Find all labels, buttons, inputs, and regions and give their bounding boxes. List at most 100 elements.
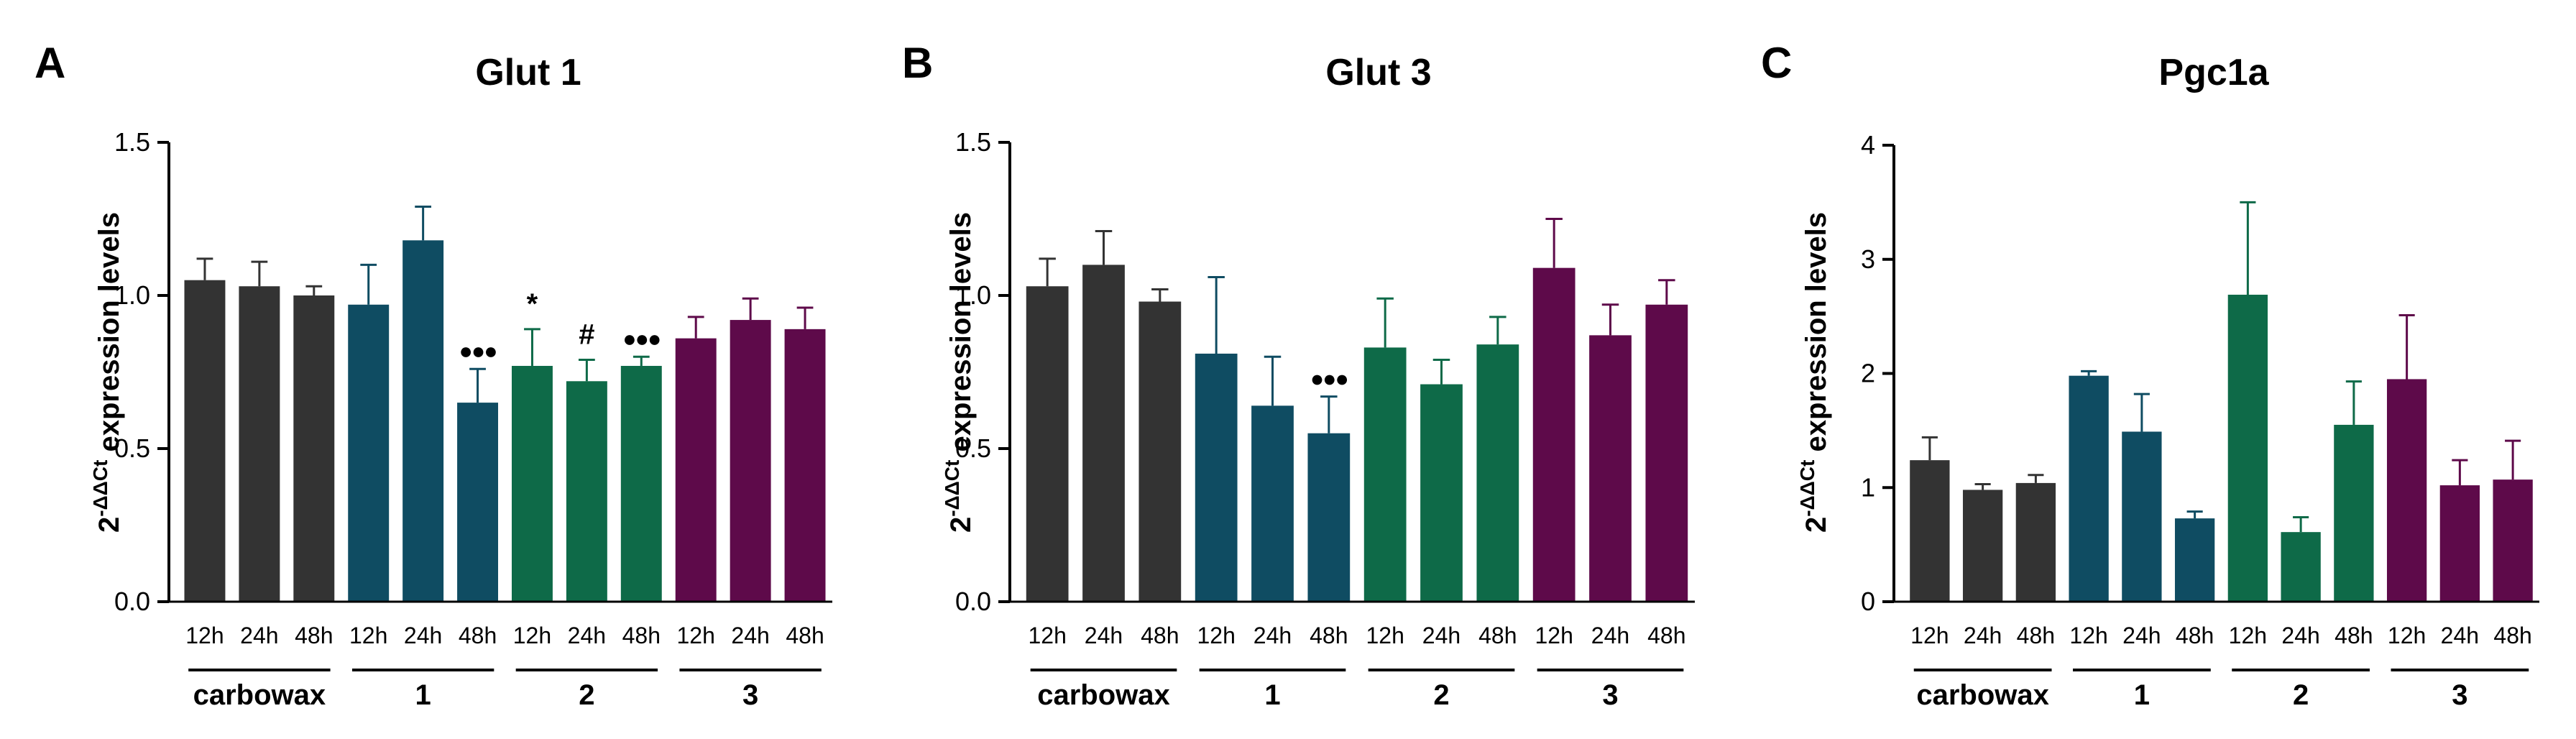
x-tick-label: 48h [2334, 623, 2373, 648]
bar [2493, 479, 2533, 602]
chart-title: Pgc1a [2158, 52, 2269, 93]
bar [2334, 424, 2374, 602]
bar [457, 403, 499, 602]
y-axis-label: 2-ΔΔCt expression levels [941, 212, 977, 533]
x-tick-label: 12h [1197, 623, 1235, 648]
significance-marker: # [579, 318, 594, 350]
x-tick-label: 12h [513, 623, 551, 648]
x-tick-label: 12h [2229, 623, 2267, 648]
bar [1138, 301, 1182, 602]
x-tick-label: 12h [185, 623, 224, 648]
bar [566, 381, 607, 602]
x-tick-label: 24h [1591, 623, 1629, 648]
group-label: 3 [2452, 679, 2467, 711]
bar [675, 338, 717, 602]
x-tick-label: 12h [677, 623, 715, 648]
x-tick-label: 24h [1085, 623, 1123, 648]
bar [1251, 405, 1294, 602]
x-tick-label: 24h [2441, 623, 2479, 648]
group-label: 1 [415, 679, 431, 711]
y-axis-label-base: 2 [93, 517, 125, 533]
significance-marker: ●●● [1310, 366, 1348, 392]
bar [1420, 384, 1463, 602]
y-axis-label-rest: expression levels [1800, 212, 1832, 460]
bar [293, 295, 335, 602]
x-tick-label: 48h [622, 623, 661, 648]
x-tick-label: 48h [1141, 623, 1179, 648]
bar [1307, 433, 1351, 602]
panel-b: B Glut 32-ΔΔCt expression levels0.00.51.0… [902, 39, 1695, 711]
bar [784, 329, 826, 602]
bar [2227, 294, 2268, 602]
y-axis-label-rest: expression levels [93, 212, 125, 460]
x-tick-label: 12h [1028, 623, 1066, 648]
x-tick-label: 12h [2388, 623, 2426, 648]
bar [1532, 267, 1576, 602]
bar [2386, 379, 2427, 602]
y-tick-label: 1.0 [955, 280, 991, 310]
bar [402, 240, 444, 602]
bar [511, 365, 553, 602]
x-tick-label: 24h [1254, 623, 1292, 648]
x-tick-label: 12h [2069, 623, 2107, 648]
group-label: 2 [2293, 679, 2309, 711]
bar [1363, 347, 1407, 602]
x-tick-label: 48h [295, 623, 333, 648]
y-tick-label: 2 [1861, 359, 1875, 388]
group-label: 3 [742, 679, 758, 711]
x-tick-label: 48h [1478, 623, 1517, 648]
bar [730, 320, 771, 602]
bar [184, 280, 226, 602]
x-tick-label: 48h [1647, 623, 1685, 648]
panel-letter: C [1761, 39, 1792, 87]
x-tick-label: 12h [1366, 623, 1404, 648]
y-tick-label: 0.5 [955, 433, 991, 463]
bar [2015, 482, 2056, 602]
panel-letter: A [34, 39, 65, 87]
bar [2281, 532, 2321, 602]
bar [348, 304, 390, 602]
bar [1026, 286, 1069, 602]
panel-c: C Pgc1a 2 -ΔΔCt expression levels 0 1 2 3 4 12h 24… [1761, 39, 2539, 711]
bar [2069, 375, 2109, 602]
y-tick-label: 4 [1861, 130, 1875, 160]
y-axis-label: 2-ΔΔCt expression levels [89, 212, 125, 533]
bar [1962, 490, 2003, 602]
significance-marker: * [527, 288, 538, 320]
y-tick-label: 0.0 [114, 587, 150, 616]
y-axis-label-sup: -ΔΔCt [1796, 460, 1818, 517]
bar [1082, 265, 1125, 602]
group-label: 2 [1433, 679, 1449, 711]
bar [620, 365, 662, 602]
x-tick-label: 48h [2493, 623, 2531, 648]
group-label: carbowax [193, 679, 326, 711]
bar [2439, 485, 2480, 602]
y-tick-label: 1.0 [114, 280, 150, 310]
group-label: 3 [1602, 679, 1618, 711]
y-tick-label: 1.5 [955, 127, 991, 157]
significance-marker: ●●● [459, 338, 497, 364]
x-tick-label: 12h [1535, 623, 1573, 648]
x-tick-label: 24h [1964, 623, 2002, 648]
y-tick-label: 1 [1861, 472, 1875, 502]
bar [1910, 460, 1950, 602]
y-tick-label: 1.5 [114, 127, 150, 157]
group-label: carbowax [1037, 679, 1170, 711]
bar [1645, 304, 1688, 602]
bar [239, 286, 280, 602]
x-tick-label: 24h [404, 623, 442, 648]
y-tick-label: 0 [1861, 587, 1875, 616]
panel-a: A Glut 12-ΔΔCt expression levels0.00.51.0… [34, 39, 832, 711]
y-axis-label-rest: expression levels [945, 212, 977, 460]
chart-title: Glut 3 [1325, 52, 1431, 93]
y-axis-label-sup: -ΔΔCt [941, 460, 963, 517]
x-tick-label: 48h [786, 623, 824, 648]
x-tick-label: 12h [349, 623, 387, 648]
x-tick-label: 48h [459, 623, 497, 648]
y-axis-label-sup: -ΔΔCt [89, 460, 111, 517]
x-tick-label: 48h [1310, 623, 1348, 648]
significance-marker: ●●● [622, 326, 660, 352]
x-tick-label: 24h [568, 623, 606, 648]
x-tick-label: 24h [240, 623, 278, 648]
x-tick-label: 24h [1422, 623, 1460, 648]
